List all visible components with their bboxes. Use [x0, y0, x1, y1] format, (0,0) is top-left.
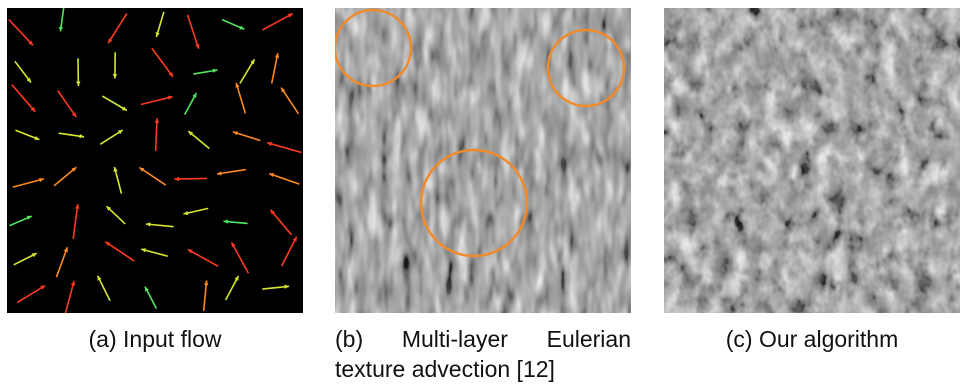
- flow-arrow: [16, 130, 40, 140]
- flow-arrow: [139, 168, 165, 186]
- flow-arrow: [54, 167, 76, 186]
- flow-arrows-plot: [7, 8, 303, 313]
- flow-arrow: [240, 59, 255, 83]
- flow-arrow: [9, 20, 33, 46]
- flow-arrow: [73, 204, 79, 239]
- flow-arrow: [13, 178, 44, 187]
- flow-arrow: [17, 286, 45, 303]
- flow-arrow: [282, 237, 297, 267]
- flow-arrow: [59, 8, 64, 31]
- flow-arrow: [224, 220, 248, 224]
- texture-fill: [335, 8, 631, 313]
- flow-arrow: [204, 280, 209, 311]
- flow-arrow: [233, 131, 261, 140]
- flow-arrow: [188, 250, 218, 267]
- eulerian-advection-image: [335, 8, 631, 313]
- flow-arrow: [59, 133, 84, 138]
- caption-c-label: (c): [726, 326, 753, 352]
- texture-fill: [664, 8, 960, 313]
- flow-arrow: [271, 210, 292, 235]
- flow-arrow: [146, 222, 174, 226]
- flow-arrow: [141, 248, 168, 256]
- flow-arrow: [232, 242, 249, 273]
- flow-arrow: [235, 83, 245, 114]
- flow-arrow: [141, 96, 173, 105]
- flow-arrow: [156, 12, 164, 37]
- flow-arrow: [226, 276, 239, 300]
- flow-arrow: [222, 20, 244, 30]
- flow-arrow: [113, 52, 117, 78]
- flow-arrow: [217, 170, 246, 176]
- caption-a-text: Input flow: [123, 326, 221, 352]
- input-flow-image: [7, 8, 303, 313]
- flow-arrow: [98, 276, 110, 301]
- flow-arrow: [108, 14, 127, 44]
- flow-arrow: [262, 285, 289, 290]
- caption-b-word-2: Eulerian: [547, 324, 631, 354]
- flow-arrow: [263, 14, 293, 30]
- flow-arrow: [188, 131, 209, 148]
- flow-arrow: [269, 173, 299, 184]
- flow-arrow: [58, 91, 76, 118]
- flow-arrow: [100, 130, 123, 144]
- flow-arrow: [12, 85, 36, 112]
- caption-b: (b) Multi-layer Eulerian texture advecti…: [335, 324, 631, 384]
- flow-arrow: [102, 96, 127, 110]
- flow-arrow: [14, 253, 37, 265]
- caption-a-label: (a): [89, 326, 117, 352]
- flow-arrow: [114, 167, 122, 194]
- our-algorithm-image: [664, 8, 960, 313]
- flow-arrow: [193, 69, 217, 75]
- flow-arrow: [145, 287, 156, 309]
- flow-arrow: [155, 118, 159, 151]
- flow-arrow: [15, 61, 31, 82]
- flow-arrow: [183, 208, 208, 215]
- caption-a: (a) Input flow: [7, 324, 303, 354]
- flow-arrow: [105, 242, 134, 261]
- algorithm-texture: [664, 8, 960, 313]
- flow-arrow: [65, 281, 75, 313]
- flow-arrow: [76, 58, 80, 86]
- advection-texture: [335, 8, 631, 313]
- flow-arrow: [56, 247, 68, 277]
- flow-arrow: [152, 48, 173, 77]
- caption-c-text: Our algorithm: [759, 326, 898, 352]
- flow-arrow: [174, 177, 207, 181]
- flow-arrow: [281, 88, 298, 114]
- flow-arrow: [107, 206, 126, 224]
- flow-arrow: [272, 53, 279, 83]
- flow-arrow: [185, 93, 197, 115]
- flow-arrow: [188, 15, 200, 49]
- flow-arrow: [267, 142, 301, 153]
- caption-b-word-1: Multi-layer: [402, 324, 508, 354]
- flow-arrow: [9, 216, 32, 226]
- caption-b-label: (b): [335, 324, 363, 354]
- caption-c: (c) Our algorithm: [664, 324, 960, 354]
